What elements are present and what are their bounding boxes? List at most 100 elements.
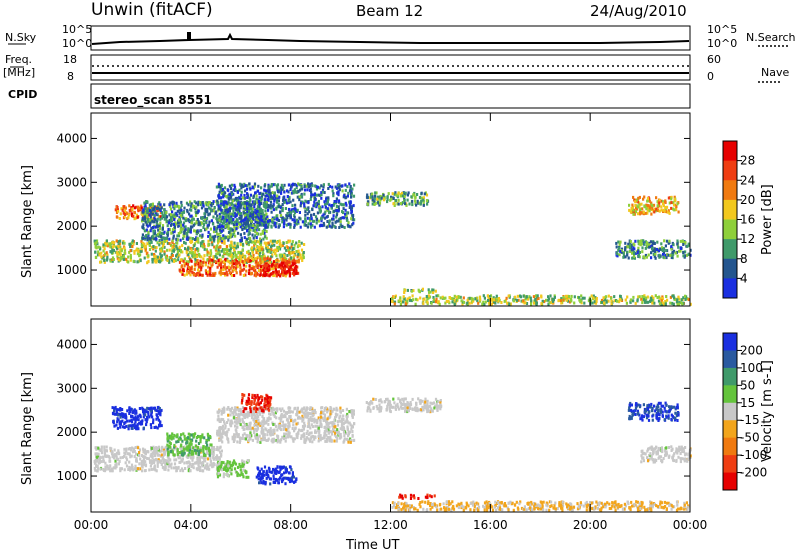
data-cell [310,195,313,198]
data-cell [225,219,228,223]
y-tick-label: 3000 [56,175,87,189]
data-cell [282,409,286,413]
data-cell [201,201,204,204]
data-cell [321,190,324,194]
data-cell [103,260,106,264]
data-cell [380,196,383,200]
data-cell [406,193,409,197]
data-cell [215,448,218,451]
data-cell [216,232,219,236]
data-cell [672,243,675,247]
data-cell [684,241,687,244]
data-cell [250,203,253,207]
data-cell [659,254,662,258]
data-cell [218,263,221,267]
data-cell [221,248,225,252]
data-cell [235,271,238,275]
data-cell [184,241,187,245]
data-cell [670,245,673,248]
data-cell [177,224,180,228]
data-cell [500,301,503,304]
data-cell [117,258,120,262]
data-cell [432,300,435,303]
data-cell [293,220,296,224]
data-cell [153,237,156,241]
data-cell [254,257,257,261]
data-cell [95,446,98,450]
data-cell [143,201,146,205]
data-cell [301,187,304,191]
data-cell [350,409,354,413]
data-cell [269,257,272,261]
data-cell [416,298,419,302]
data-cell [297,249,300,253]
data-cell [254,230,257,234]
data-cell [208,256,211,259]
data-cell [133,251,136,255]
data-cell [246,221,249,224]
data-cell [669,253,672,257]
data-cell [220,449,223,453]
data-cell [266,215,269,219]
data-cell [662,255,665,259]
data-cell [137,446,140,450]
data-cell [279,415,282,419]
data-cell [255,236,258,239]
data-cell [257,256,260,260]
data-cell [104,465,107,469]
data-cell [280,261,283,265]
data-cell [401,201,404,205]
data-cell [109,464,112,468]
data-cell [253,267,256,271]
data-cell [157,202,160,206]
data-cell [223,422,226,426]
data-cell [675,300,679,304]
data-cell [163,237,166,240]
data-cell [210,462,213,466]
data-cell [111,256,115,260]
data-cell [283,183,286,187]
data-cell [144,207,147,211]
data-cell [165,211,168,214]
data-cell [122,211,125,215]
data-cell [677,302,681,306]
data-cell [231,199,234,203]
data-cell [190,259,193,263]
data-cell [282,261,285,265]
data-cell [352,221,355,225]
data-cell [637,295,640,299]
data-cell [133,210,136,214]
data-cell [156,452,159,456]
data-cell [188,255,191,259]
data-cell [279,242,282,246]
data-cell [250,215,253,219]
data-cell [254,414,257,418]
data-cell [149,217,152,221]
data-cell [232,412,235,416]
data-cell [256,224,259,228]
data-cell [140,462,143,466]
data-cell [237,433,240,437]
data-cell [662,208,665,212]
data-cell [150,454,153,458]
data-cell [230,243,233,247]
data-cell [139,208,142,212]
data-cell [256,205,259,209]
data-cell [293,223,296,227]
data-cell [259,257,262,261]
data-cell [174,221,177,225]
data-cell [133,455,136,459]
data-cell [278,205,281,209]
data-cell [262,213,265,217]
data-cell [200,461,203,465]
data-cell [390,195,393,199]
data-cell [673,297,676,301]
data-cell [140,244,144,248]
data-cell [392,196,395,200]
data-cell [474,297,477,301]
data-cell [128,250,131,254]
data-cell [483,302,486,306]
data-cell [230,255,233,259]
data-cell [349,200,352,204]
data-cell [147,259,150,263]
